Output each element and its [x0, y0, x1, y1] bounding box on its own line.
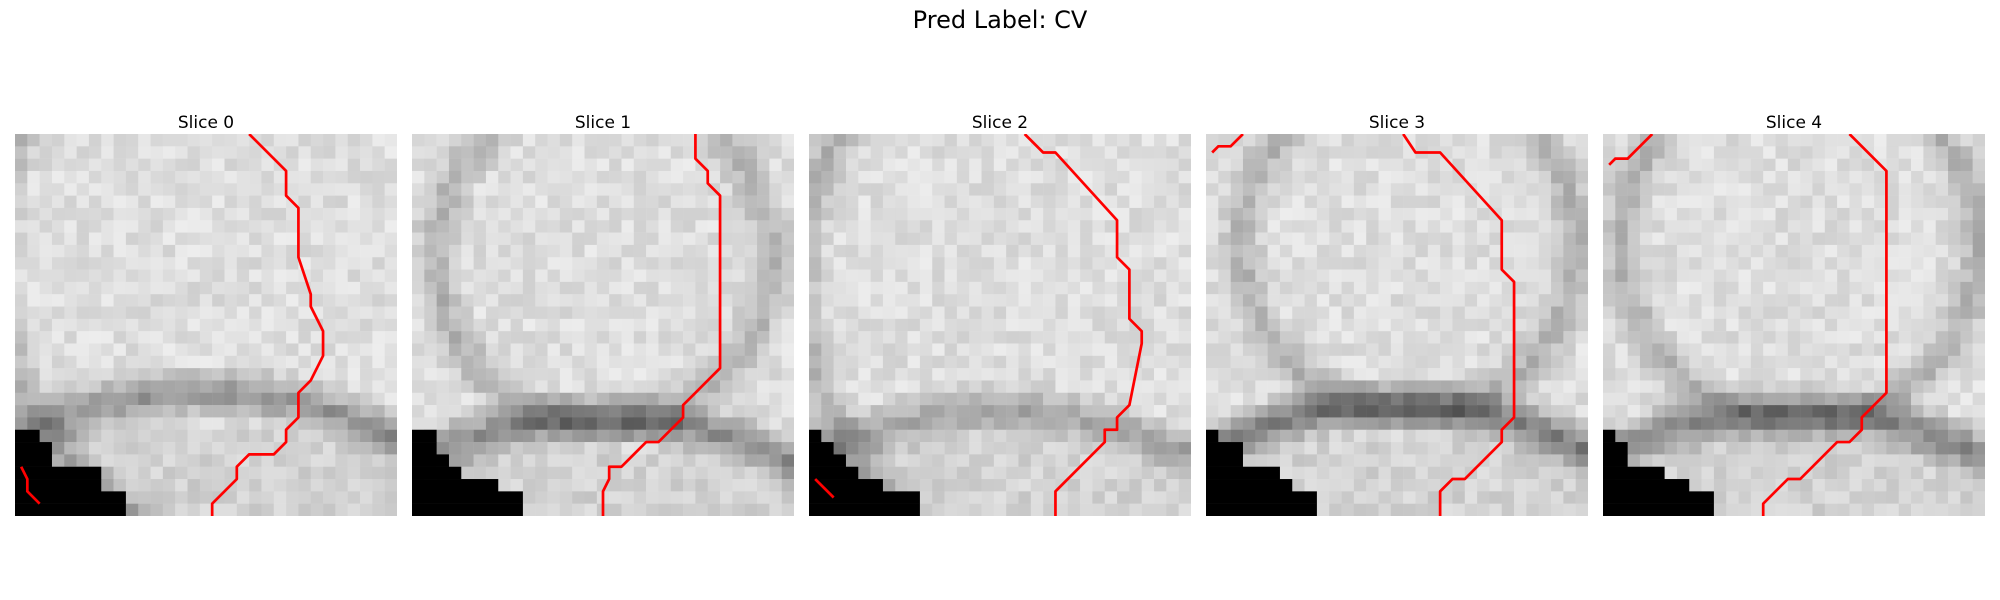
ct-slice-image	[412, 134, 794, 516]
ct-slice-image	[809, 134, 1191, 516]
ct-slice-image	[1206, 134, 1588, 516]
slice-panel-3: Slice 3	[1206, 112, 1588, 516]
segmentation-contour	[601, 134, 722, 516]
slice-title: Slice 4	[1765, 113, 1823, 133]
slice-panel-4: Slice 4	[1603, 112, 1985, 516]
segmentation-contour-fragment	[814, 478, 835, 499]
ct-slice-image	[1603, 134, 1985, 516]
slice-panel-0: Slice 0	[15, 112, 397, 516]
segmentation-contour-fragment	[19, 466, 41, 505]
segmentation-contour	[210, 134, 325, 516]
segmentation-contour	[1761, 134, 1888, 516]
segmentation-contour	[1402, 134, 1516, 516]
figure-title: Pred Label: CV	[912, 6, 1088, 34]
segmentation-contour-fragment	[1608, 134, 1654, 166]
segmentation-contour-fragment	[1211, 134, 1244, 154]
slice-panel-1: Slice 1	[412, 112, 794, 516]
slice-title: Slice 3	[1368, 113, 1426, 133]
slice-title: Slice 0	[177, 113, 235, 133]
slice-panel-2: Slice 2	[809, 112, 1191, 516]
slice-title: Slice 2	[971, 113, 1029, 133]
ct-slice-image	[15, 134, 397, 516]
segmentation-contour	[1023, 134, 1144, 516]
slice-title: Slice 1	[574, 113, 632, 133]
